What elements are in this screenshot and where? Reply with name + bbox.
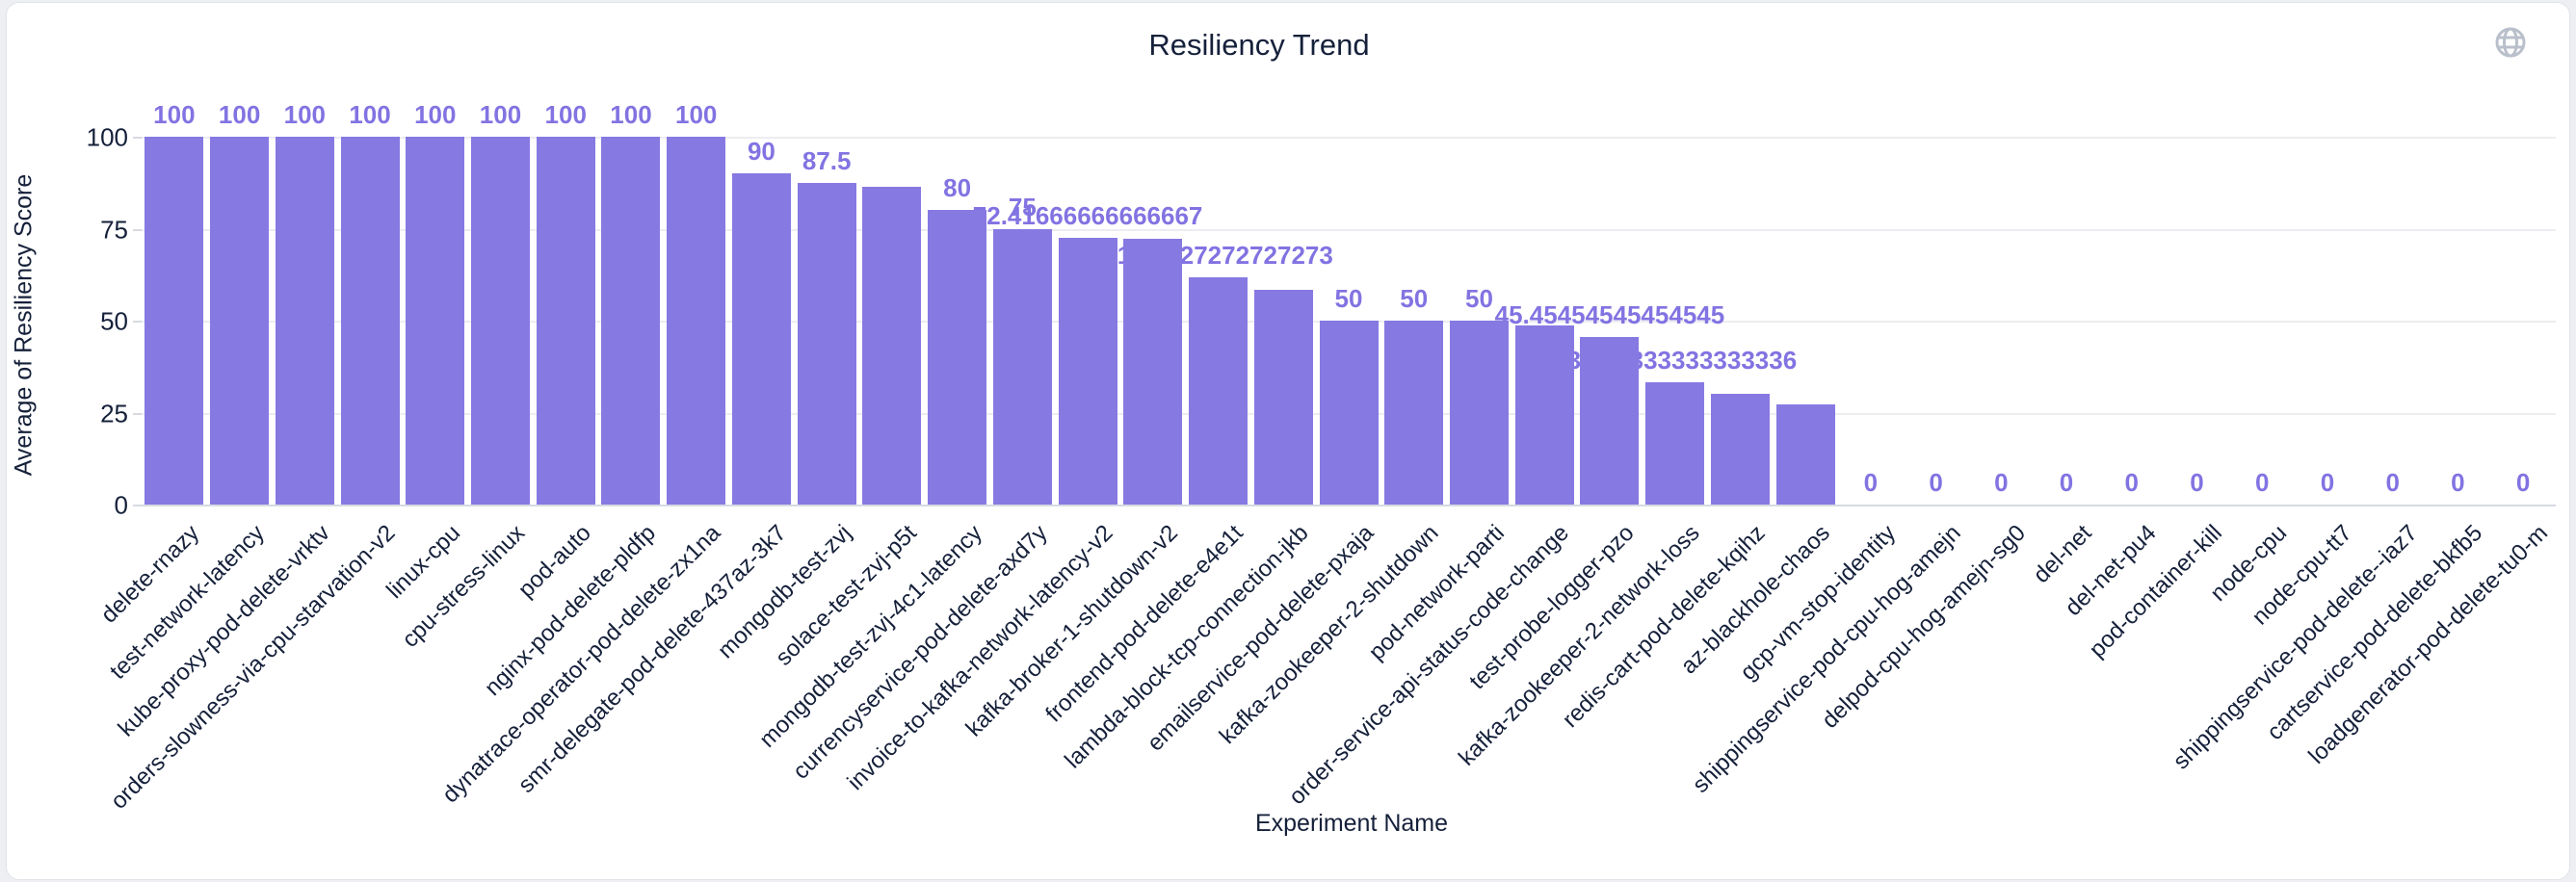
bar-value-label: 0 xyxy=(1994,468,2009,497)
bar-value-label: 50 xyxy=(1464,284,1493,313)
bar-value-label: 90 xyxy=(747,137,775,167)
bar[interactable] xyxy=(667,137,726,505)
bar-value-label: 0 xyxy=(2385,468,2400,497)
bar-value-label: 100 xyxy=(610,100,652,129)
bar-value-label: 72.41666666666667 xyxy=(972,201,1203,231)
bar-value-label: 100 xyxy=(479,100,522,129)
bar[interactable] xyxy=(1189,277,1249,505)
bar-value-label: 80 xyxy=(943,173,972,203)
bar[interactable] xyxy=(1319,321,1379,505)
bar-value-label: 100 xyxy=(349,100,391,129)
x-axis-title: Experiment Name xyxy=(1254,810,1449,837)
y-tick-label: 100 xyxy=(86,122,128,152)
bar-value-label: 100 xyxy=(544,100,587,129)
bar[interactable] xyxy=(536,137,595,505)
x-axis-baseline xyxy=(142,505,2556,506)
y-tick-label: 0 xyxy=(114,490,128,520)
bar-value-label: 0 xyxy=(2124,468,2139,497)
bar[interactable] xyxy=(601,137,661,505)
bar[interactable] xyxy=(1253,290,1313,505)
bar[interactable] xyxy=(1645,381,1705,505)
bar[interactable] xyxy=(1449,321,1509,505)
bar[interactable] xyxy=(1123,239,1183,505)
y-tick-label: 75 xyxy=(100,215,128,244)
bar[interactable] xyxy=(1384,321,1444,505)
x-tick-label: loadgenerator-pod-delete-tu0-m xyxy=(2303,520,2554,769)
y-tick-mark xyxy=(133,321,142,323)
bar[interactable] xyxy=(340,137,400,505)
bar[interactable] xyxy=(275,137,334,505)
bar-value-label: 45.45454545454545 xyxy=(1494,300,1725,330)
bar-value-label: 50 xyxy=(1334,284,1363,313)
bar-value-label: 0 xyxy=(2451,468,2465,497)
bar[interactable] xyxy=(471,137,530,505)
bar[interactable] xyxy=(406,137,465,505)
bar-value-label: 100 xyxy=(218,100,261,129)
y-tick-mark xyxy=(133,412,142,415)
bar-value-label: 100 xyxy=(414,100,457,129)
bar[interactable] xyxy=(731,173,791,505)
bar-value-label: 100 xyxy=(153,100,196,129)
bar[interactable] xyxy=(797,182,856,505)
x-tick-label: kafka-zookeeper-2-network-loss xyxy=(1454,520,1705,771)
bar[interactable] xyxy=(862,186,922,505)
bar[interactable] xyxy=(928,210,987,505)
gridline xyxy=(142,137,2556,139)
bar-value-label: 0 xyxy=(1863,468,1879,497)
bar-value-label: 50 xyxy=(1400,284,1429,313)
y-tick-label: 25 xyxy=(100,399,128,428)
bar[interactable] xyxy=(145,137,204,505)
chart-card: Resiliency Trend Average of Resiliency S… xyxy=(6,2,2570,880)
bar[interactable] xyxy=(992,228,1052,505)
bar[interactable] xyxy=(1580,337,1640,505)
y-axis-title: Average of Resiliency Score xyxy=(10,173,38,477)
bar-value-label: 87.5 xyxy=(802,145,852,175)
bar-value-label: 0 xyxy=(1929,468,1943,497)
bar[interactable] xyxy=(1775,403,1835,505)
bar[interactable] xyxy=(1058,238,1117,505)
bar[interactable] xyxy=(210,137,270,505)
bar[interactable] xyxy=(1710,394,1770,505)
bar-value-label: 0 xyxy=(2515,468,2531,497)
bar-value-label: 0 xyxy=(2190,468,2204,497)
bar-value-label: 100 xyxy=(674,100,718,129)
bar[interactable] xyxy=(1514,324,1574,505)
chart-title: Resiliency Trend xyxy=(1148,28,1370,62)
bar-value-label: 75 xyxy=(1008,192,1037,221)
bar-value-label: 100 xyxy=(283,100,327,129)
bar-value-label: 0 xyxy=(2320,468,2335,497)
y-tick-label: 50 xyxy=(100,306,128,336)
y-tick-mark xyxy=(133,505,142,506)
globe-icon[interactable] xyxy=(2492,24,2529,61)
gridline xyxy=(142,228,2556,231)
y-tick-mark xyxy=(133,228,142,231)
bar-value-label: 0 xyxy=(2059,468,2074,497)
y-tick-mark xyxy=(133,137,142,139)
bar-value-label: 0 xyxy=(2254,468,2270,497)
